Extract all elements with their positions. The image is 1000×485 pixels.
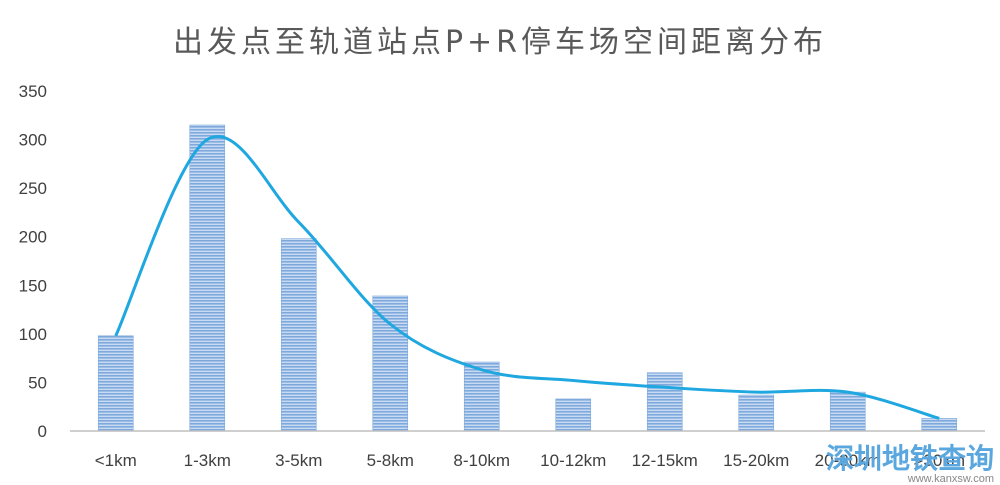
x-tick-label: 5-8km — [367, 451, 414, 470]
watermark: 深圳地铁查询 www.kanxsw.com — [826, 442, 994, 485]
watermark-url: www.kanxsw.com — [907, 473, 994, 485]
y-tick-label: 250 — [19, 179, 47, 198]
x-tick-label: 20-30km — [815, 451, 881, 470]
y-tick-label: 50 — [28, 373, 47, 392]
bars — [97, 124, 958, 432]
watermark-text: 深圳地铁查询 — [826, 442, 994, 475]
x-axis-ticks: <1km 1-3km 3-5km 5-8km 8-10km 10-12km 12-15km 1… — [95, 451, 965, 470]
bar — [738, 394, 775, 432]
bar — [189, 124, 226, 432]
chart-title: 出发点至轨道站点P+R停车场空间距离分布 — [173, 25, 827, 60]
bar — [646, 372, 683, 432]
bar — [555, 398, 592, 432]
x-tick-label: 3-5km — [275, 451, 322, 470]
x-tick-label: <1km — [95, 451, 137, 470]
y-tick-label: 150 — [19, 276, 47, 295]
y-tick-label: 350 — [19, 82, 47, 101]
bar — [921, 418, 958, 432]
y-tick-label: 200 — [19, 228, 47, 247]
x-tick-label: 1-3km — [184, 451, 231, 470]
y-tick-label: 0 — [38, 422, 47, 441]
trend-curve — [114, 135, 940, 420]
x-tick-label: 15-20km — [723, 451, 789, 470]
y-tick-label: 100 — [19, 325, 47, 344]
y-axis-ticks: 0 50 100 150 200 250 300 350 — [19, 82, 47, 441]
x-tick-label: 10-12km — [540, 451, 606, 470]
bar — [280, 238, 317, 432]
bar — [97, 335, 134, 432]
x-tick-label: >30km — [914, 451, 966, 470]
x-tick-label: 8-10km — [453, 451, 510, 470]
bar — [372, 295, 409, 432]
x-tick-label: 12-15km — [632, 451, 698, 470]
bar — [829, 391, 866, 432]
y-tick-label: 300 — [19, 131, 47, 150]
